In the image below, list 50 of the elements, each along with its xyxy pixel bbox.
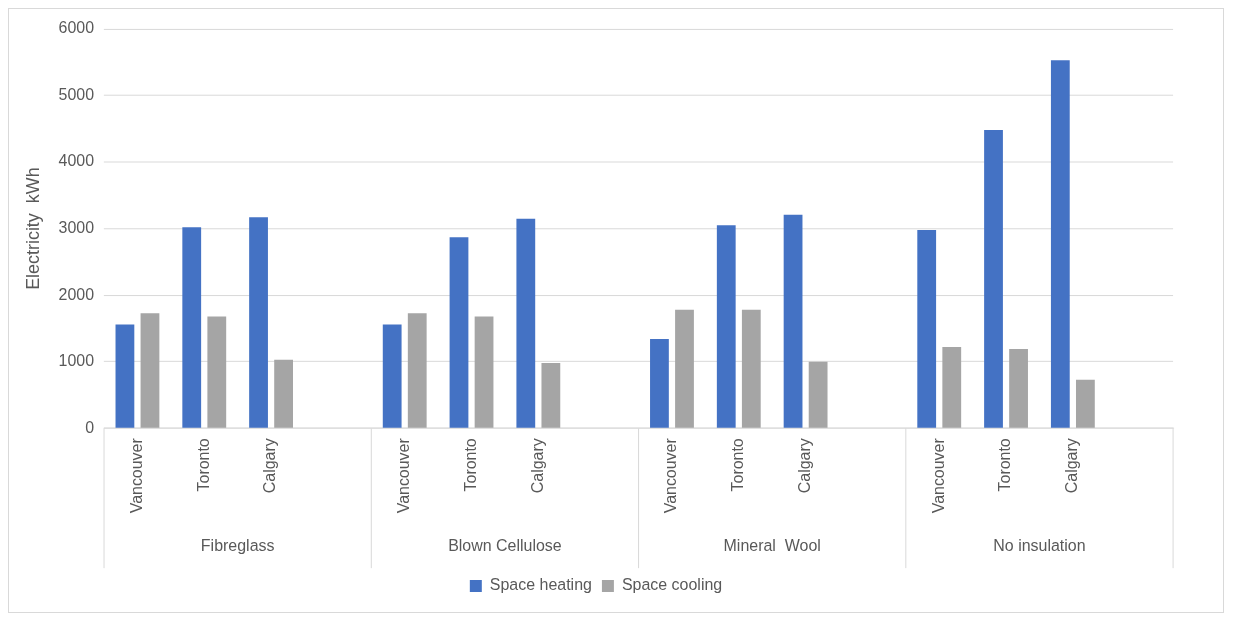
text: Blown Cellulose [448,536,562,554]
x-tick-label: Calgary [528,438,546,494]
bar [182,227,202,428]
x-tick-label: Calgary [261,438,279,494]
bar [808,361,828,428]
bar [207,316,227,428]
bar [917,229,937,428]
x-tick-label: Vancouver [929,437,947,514]
x-tick-label: Vancouver [395,437,413,514]
bar [675,309,694,428]
y-tick-label: 3000 [58,219,95,237]
y-tick-label: 6000 [58,19,95,37]
x-tick-label: Toronto [461,438,479,492]
bar [783,214,803,428]
bar [716,225,736,428]
x-tick-label: Vancouver [662,437,680,514]
x-tick-label: Vancouver [127,437,145,514]
bar [249,217,268,428]
x-tick-label: Calgary [795,438,813,494]
legend-label: Space cooling [621,576,723,594]
bar [516,218,536,428]
bar [650,339,669,428]
y-tick-label: 4000 [58,152,95,170]
x-tick-label: Toronto [729,438,747,492]
bar [140,313,160,428]
bar [474,316,494,428]
x-tick-label: Toronto [996,438,1014,492]
bar [382,324,402,428]
bar [942,347,962,428]
bar [115,324,135,428]
bar [741,309,761,428]
bar [1050,60,1070,428]
y-tick-label: 2000 [58,285,95,303]
text: No insulation [993,536,1086,554]
legend-label: Space heating [489,576,592,594]
text: Fibreglass [200,536,275,554]
x-tick-label: Calgary [1063,438,1081,494]
y-tick-label: 5000 [58,85,95,103]
x-tick-label: Toronto [194,438,212,492]
y-tick-label: 1000 [58,352,95,370]
bar [541,363,561,428]
text: Mineral Wool [723,536,821,554]
bar [274,359,293,428]
bar [1009,349,1028,428]
y-axis-title: Electricity kWh [22,167,43,290]
bar [984,130,1003,428]
bar [407,313,427,428]
bar [449,237,469,428]
bar [1075,379,1095,428]
y-tick-label: 0 [85,418,95,436]
